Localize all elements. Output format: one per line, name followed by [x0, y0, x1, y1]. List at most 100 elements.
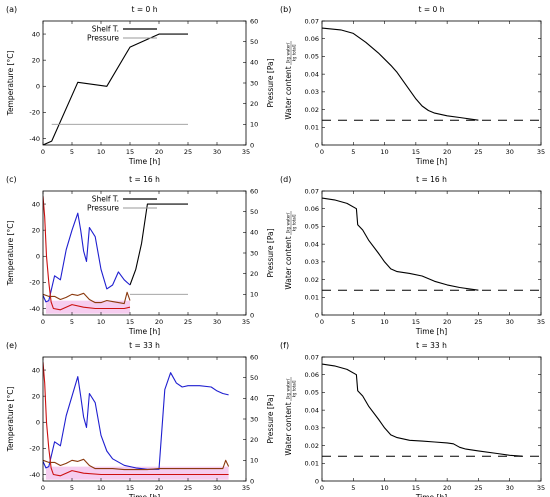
x-tick-label: 25 — [474, 318, 482, 326]
x-tick-label: 5 — [70, 318, 74, 326]
plot-area — [322, 363, 541, 457]
x-tick-label: 10 — [97, 318, 105, 326]
y-tick-label: 0.04 — [305, 406, 319, 414]
y2-tick-label: 30 — [250, 415, 258, 423]
y-tick-label: 0.05 — [305, 53, 319, 61]
plot-area — [322, 27, 541, 121]
y2-tick-label: 20 — [250, 436, 258, 444]
y-axis-label: Temperature [°C] — [6, 221, 15, 287]
y2-tick-label: 0 — [250, 141, 254, 149]
series-line-product-brown — [43, 291, 131, 305]
y-axis-label: Water content — [284, 402, 293, 455]
y-tick-label: 0 — [36, 253, 40, 261]
x-tick-label: 0 — [41, 318, 45, 326]
series-line-shelf — [322, 27, 479, 121]
x-tick-label: 15 — [412, 318, 420, 326]
y2-tick-label: 40 — [250, 59, 258, 67]
x-tick-label: 20 — [155, 484, 163, 492]
y2-axis-label: Pressure [Pa] — [266, 394, 275, 443]
panel-label: (c) — [6, 175, 17, 184]
series-line-shelf-t — [129, 203, 188, 286]
x-tick-label: 30 — [213, 484, 221, 492]
x-tick-label: 20 — [443, 148, 451, 156]
y-tick-label: 0.02 — [305, 106, 319, 114]
y-axis-label: Temperature [°C] — [6, 387, 15, 453]
x-tick-label: 35 — [537, 318, 545, 326]
x-tick-label: 10 — [380, 318, 388, 326]
x-tick-label: 0 — [41, 484, 45, 492]
x-tick-label: 5 — [70, 148, 74, 156]
uncertainty-band — [45, 466, 229, 480]
panel-label: (d) — [280, 175, 291, 184]
x-tick-label: 15 — [126, 318, 134, 326]
y-axis-fraction-numerator: [kg water/ — [286, 212, 291, 233]
x-tick-label: 20 — [155, 318, 163, 326]
y2-axis-label: Pressure [Pa] — [266, 228, 275, 277]
y2-tick-label: 0 — [250, 311, 254, 319]
y-tick-label: 0 — [315, 311, 319, 319]
x-tick-label: 15 — [412, 484, 420, 492]
plot-area — [43, 33, 188, 145]
panel-title: t = 0 h — [419, 5, 445, 14]
panel-title: t = 16 h — [416, 175, 447, 184]
panel-b: (b) t = 0 h 0 5 10 15 20 25 30 35 0 0.01 0.02 0.03 0.0… — [280, 5, 545, 166]
panel-label: (e) — [6, 341, 17, 350]
y-axis-label: Water content — [284, 236, 293, 289]
y-tick-label: 0.06 — [305, 205, 319, 213]
y-tick-label: 0.06 — [305, 371, 319, 379]
series-line-product-brown — [43, 458, 230, 471]
y2-tick-label: 20 — [250, 270, 258, 278]
series-line-shelf-t — [43, 33, 188, 145]
x-tick-label: 10 — [97, 148, 105, 156]
y2-tick-label: 10 — [250, 121, 258, 129]
x-tick-label: 15 — [412, 148, 420, 156]
x-tick-label: 35 — [537, 148, 545, 156]
x-axis-label: Time [h] — [415, 157, 447, 166]
y-axis-fraction-denominator: kg total] — [292, 380, 297, 397]
y-tick-label: 0.03 — [305, 424, 319, 432]
y-axis-label: Water content — [284, 66, 293, 119]
series-line-shelf — [322, 197, 479, 291]
y-tick-label: 0 — [315, 141, 319, 149]
plot-frame — [42, 356, 247, 482]
legend-label: Shelf T. — [92, 25, 119, 34]
y2-tick-label: 60 — [250, 353, 258, 361]
y-axis-fraction-denominator: kg total] — [292, 214, 297, 231]
panel-title: t = 33 h — [416, 341, 447, 350]
y-tick-label: 0.01 — [305, 124, 319, 132]
x-tick-label: 30 — [213, 148, 221, 156]
y2-tick-label: 0 — [250, 477, 254, 485]
y-axis-label: Temperature [°C] — [6, 51, 15, 117]
plot-frame — [321, 356, 542, 482]
y2-tick-label: 10 — [250, 291, 258, 299]
y-tick-label: 40 — [32, 200, 40, 208]
y-axis-fraction-denominator: kg total] — [292, 44, 297, 61]
x-tick-label: 25 — [474, 148, 482, 156]
x-tick-label: 25 — [474, 484, 482, 492]
series-line-shelf — [322, 363, 523, 457]
y-axis-label-fraction: [kg water/kg total] — [286, 41, 297, 65]
plot-area — [322, 197, 541, 291]
x-tick-label: 0 — [320, 148, 324, 156]
y-tick-label: -20 — [29, 445, 40, 453]
x-axis-label: Time [h] — [128, 493, 160, 497]
x-tick-label: 30 — [506, 318, 514, 326]
y2-tick-label: 60 — [250, 17, 258, 25]
y-tick-label: 20 — [32, 392, 40, 400]
series-line-product-red — [43, 196, 131, 311]
y-tick-label: -20 — [29, 279, 40, 287]
x-tick-label: 0 — [41, 148, 45, 156]
panel-label: (f) — [280, 341, 289, 350]
y2-axis-label: Pressure [Pa] — [266, 58, 275, 107]
x-tick-label: 5 — [70, 484, 74, 492]
y-axis-label-fraction: [kg water/kg total] — [286, 211, 297, 235]
y-tick-label: 0 — [36, 83, 40, 91]
panel-a: (a) t = 0 h 0 5 10 15 20 25 30 35 -40 -20 0 20 40 0 10 20… — [6, 5, 275, 166]
y-tick-label: 0.03 — [305, 258, 319, 266]
panel-title: t = 0 h — [132, 5, 158, 14]
panel-f: (f) t = 33 h 0 5 10 15 20 25 30 35 0 0.01 0.02 0.03 0.… — [280, 341, 545, 497]
plot-frame — [321, 20, 542, 146]
y2-tick-label: 30 — [250, 79, 258, 87]
x-tick-label: 15 — [126, 484, 134, 492]
y-tick-label: 0.07 — [305, 187, 319, 195]
